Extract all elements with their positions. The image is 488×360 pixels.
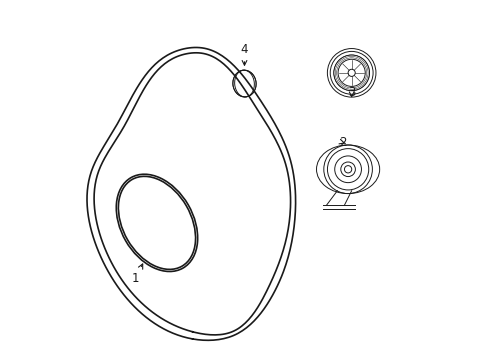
Text: 3: 3 (347, 86, 355, 99)
Text: 1: 1 (132, 264, 142, 285)
Text: 2: 2 (338, 136, 346, 149)
Text: 4: 4 (240, 43, 248, 65)
